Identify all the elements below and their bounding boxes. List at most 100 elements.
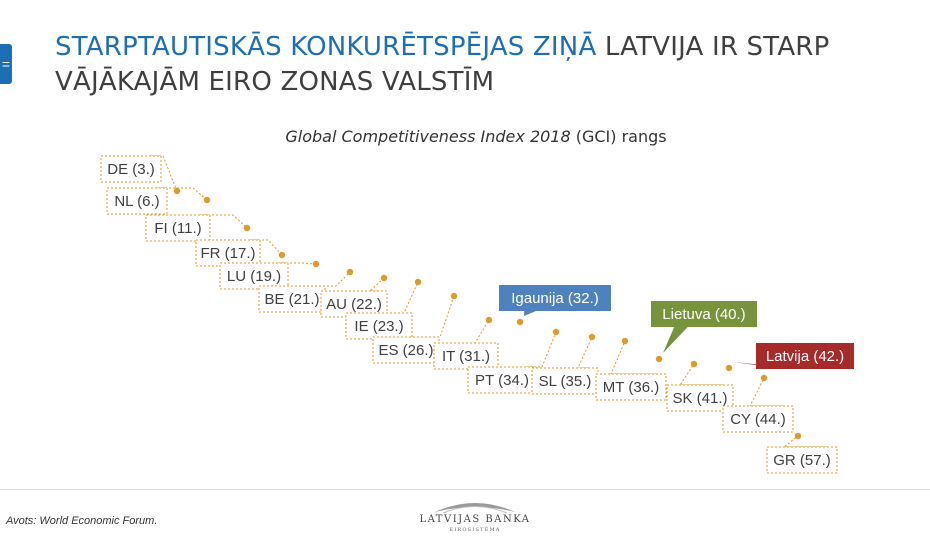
data-label-text-au: AU (22.) [326,296,382,313]
logo-subtitle: EIROSISTĒMA [449,527,501,533]
point-es [450,292,458,300]
leader-line-gr [782,435,827,448]
leader-line-es [429,295,455,338]
data-label-be: BE (21.) [258,285,326,313]
data-label-gr: GR (57.) [766,446,838,474]
data-label-mt: MT (36.) [595,373,667,401]
page-title: STARPTAUTISKĀS KONKURĒTSPĒJAS ZIŅĀ LATVI… [55,30,875,100]
data-label-box-fi [145,214,211,242]
point-ee [516,318,524,326]
chart-subtitle-rest: (GCI) rangs [570,127,667,146]
point-au [380,274,388,282]
data-label-sl: SL (35.) [531,367,599,395]
data-label-text-be: BE (21.) [264,291,319,308]
data-label-text-sk: SK (41.) [672,390,727,407]
callout-pointer-ee [524,310,539,316]
point-mt [621,337,629,345]
data-label-box-pt [467,366,537,394]
logo-name: LATVIJAS BANKA [419,514,531,525]
data-label-text-de: DE (3.) [107,161,155,178]
data-label-fr: FR (17.) [195,239,261,267]
data-label-cy: CY (44.) [722,405,794,433]
data-label-text-it: IT (31.) [442,348,490,365]
point-lt [655,355,663,363]
data-label-es: ES (26.) [372,336,440,364]
data-label-lt: Lietuva (40.) [651,301,757,327]
point-gr [794,432,802,440]
data-label-nl: NL (6.) [106,187,168,215]
data-label-text-sl: SL (35.) [539,373,592,390]
data-label-ie: IE (23.) [345,312,413,340]
data-label-box-ee [499,285,611,311]
point-lu [312,260,320,268]
data-label-text-pt: PT (34.) [475,372,529,389]
data-label-text-lv: Latvija (42.) [766,348,844,365]
point-de [173,187,181,195]
point-it [485,316,493,324]
data-label-box-fr [195,239,261,267]
data-label-pt: PT (34.) [467,366,537,394]
title-rest: LATVIJA IR STARP VĀJĀKAJĀM EIRO ZONAS VA… [55,32,830,97]
leader-line-it [474,319,490,344]
data-label-box-gr [766,446,838,474]
data-label-text-cy: CY (44.) [730,411,786,428]
bank-logo: LATVIJAS BANKA EIROSISTĒMA [415,496,535,536]
data-label-box-sl [531,367,599,395]
gci-rank-chart: DE (3.) NL (6.) FI (11.) FR (17.) LU (19.) BE… [100,155,854,474]
data-label-box-lu [219,262,289,290]
data-label-box-lv [756,343,854,369]
data-label-box-sk [666,384,734,412]
data-label-box-nl [106,187,168,215]
point-ie [414,278,422,286]
data-label-ee: Igaunija (32.) [499,285,611,311]
data-label-text-ee: Igaunija (32.) [511,290,599,307]
leader-line-mt [610,340,656,375]
data-label-text-fr: FR (17.) [200,245,255,262]
data-label-text-fi: FI (11.) [154,220,201,237]
point-fr [278,251,286,259]
point-lv [725,364,733,372]
point-be [346,268,354,276]
data-label-de: DE (3.) [100,155,162,183]
chart-subtitle: Global Competitiveness Index 2018 (GCI) … [0,127,930,146]
leader-line-sk [679,363,723,386]
data-label-box-it [433,342,499,370]
data-label-box-es [372,336,440,364]
data-label-box-mt [595,373,667,401]
point-sk [690,360,698,368]
point-nl [203,196,211,204]
data-label-box-de [100,155,162,183]
point-cy [760,374,768,382]
source-note: Avots: World Economic Forum. [6,515,158,527]
data-label-text-ie: IE (23.) [354,318,403,335]
data-label-fi: FI (11.) [145,214,211,242]
leader-line-fi [200,214,248,229]
leader-line-nl [157,187,208,201]
point-pt [552,328,560,336]
data-label-text-es: ES (26.) [378,342,433,359]
data-label-text-lt: Lietuva (40.) [662,306,745,323]
callout-pointer-lt [663,326,689,353]
leader-line-pt [526,331,557,368]
data-label-box-ie [345,312,413,340]
title-highlight: STARPTAUTISKĀS KONKURĒTSPĒJAS ZIŅĀ [55,32,597,62]
data-label-sk: SK (41.) [666,384,734,412]
data-label-box-cy [722,405,794,433]
data-label-text-nl: NL (6.) [114,193,159,210]
leader-line-ie [402,281,419,314]
point-sl [588,333,596,341]
data-label-lu: LU (19.) [219,262,289,290]
data-label-box-lt [651,301,757,327]
footer-divider [0,489,930,490]
point-fi [243,224,251,232]
data-label-box-be [258,285,326,313]
side-tab[interactable]: = [0,44,12,84]
data-label-text-gr: GR (57.) [773,452,831,469]
leader-line-cy [749,377,783,407]
chart-subtitle-italic: Global Competitiveness Index 2018 [285,127,571,146]
leader-line-sl [577,336,593,369]
logo-arch-icon [435,503,515,514]
leader-line-be [315,271,351,287]
data-label-it: IT (31.) [433,342,499,370]
data-label-lv: Latvija (42.) [756,343,854,369]
